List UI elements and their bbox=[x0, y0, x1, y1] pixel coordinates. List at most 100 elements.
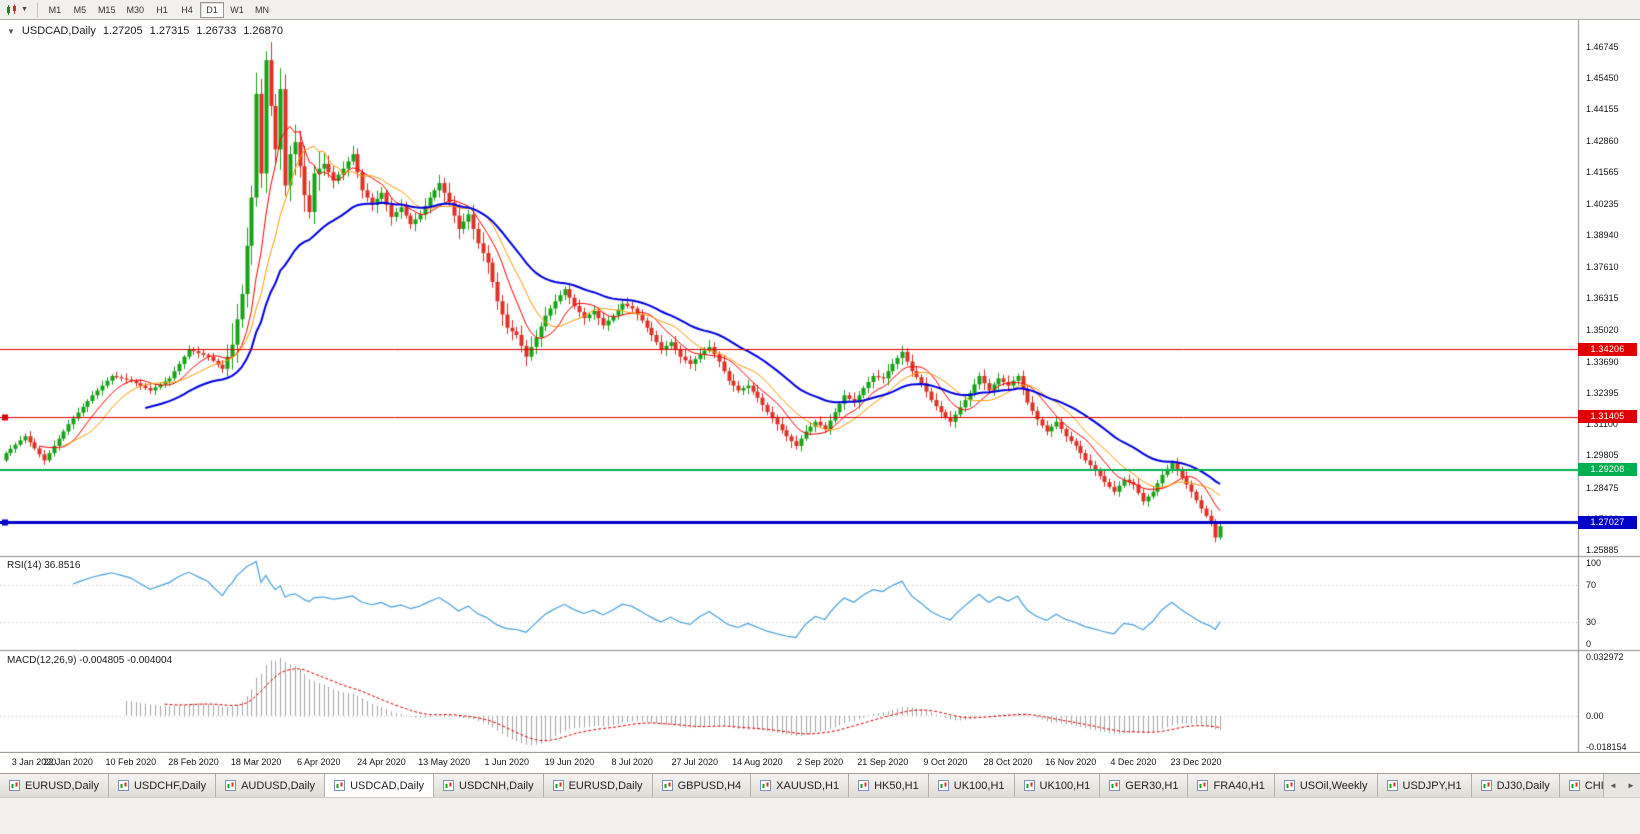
chart-tab-label: DJ30,Daily bbox=[1496, 779, 1550, 792]
price-axis[interactable]: 1.46745 1.45450 1.44155 1.42860 1.41565 1.402… bbox=[1581, 0, 1640, 753]
chart-tab-icon bbox=[1386, 780, 1398, 791]
status-strip bbox=[0, 797, 1640, 834]
chart-tab-label: EURUSD,Daily bbox=[25, 779, 99, 792]
collapse-arrow-icon[interactable]: ▼ bbox=[7, 26, 15, 36]
chart-tab-dj30-daily[interactable]: DJ30,Daily bbox=[1471, 774, 1560, 797]
rsi-axis-label: 100 bbox=[1586, 558, 1602, 568]
chart-tab-hk50-h1[interactable]: HK50,H1 bbox=[849, 774, 929, 797]
hline-price-badge: 1.31405 bbox=[1578, 410, 1637, 424]
timeframe-button-group: M1 M5 M15 M30 H1 H4 D1 W1 MN bbox=[43, 1, 274, 18]
chart-tab-eurusd-daily[interactable]: EURUSD,Daily bbox=[543, 774, 653, 797]
price-axis-label: 1.25885 bbox=[1586, 544, 1619, 555]
price-axis-label: 1.33690 bbox=[1586, 356, 1619, 367]
date-axis-label: 13 May 2020 bbox=[418, 757, 471, 767]
rsi-axis-label: 70 bbox=[1586, 579, 1597, 590]
macd-axis-label: 0.00 bbox=[1586, 710, 1604, 721]
date-axis-label: 22 Jan 2020 bbox=[43, 757, 93, 767]
chart-tab-label: UK100,H1 bbox=[1039, 779, 1091, 792]
timeframe-button-w1[interactable]: W1 bbox=[225, 2, 249, 18]
chart-tab-icon bbox=[1480, 780, 1492, 791]
chart-type-icon[interactable] bbox=[5, 4, 19, 16]
symbol-label: USDCAD,Daily bbox=[21, 25, 96, 37]
price-axis-label: 1.38940 bbox=[1586, 230, 1619, 241]
chart-tab-label: GBPUSD,H4 bbox=[677, 779, 742, 792]
date-axis-label: 10 Feb 2020 bbox=[105, 757, 157, 767]
ohlc-low: 1.26733 bbox=[196, 25, 237, 37]
date-axis-label: 19 Jun 2020 bbox=[544, 757, 595, 767]
chart-tab-gbpusd-h4[interactable]: GBPUSD,H4 bbox=[652, 774, 752, 797]
timeframe-button-h4[interactable]: H4 bbox=[175, 2, 199, 18]
tab-scroll-left-icon[interactable]: ◄ bbox=[1604, 774, 1622, 797]
chart-tab-icon bbox=[443, 780, 455, 791]
chart-tab-label: AUDUSD,Daily bbox=[241, 779, 316, 792]
hline-price-badge: 1.34206 bbox=[1578, 342, 1637, 356]
macd-axis-label: -0.018154 bbox=[1586, 742, 1627, 752]
timeframe-button-m30[interactable]: M30 bbox=[121, 2, 149, 18]
chart-tab-usdjpy-h1[interactable]: USDJPY,H1 bbox=[1377, 774, 1472, 797]
chart-tab-ger30-h1[interactable]: GER30,H1 bbox=[1100, 774, 1189, 797]
chart-tab-xauusd-h1[interactable]: XAUUSD,H1 bbox=[751, 774, 850, 797]
price-axis-label: 1.35020 bbox=[1586, 324, 1619, 335]
price-axis-label: 1.40235 bbox=[1586, 198, 1619, 209]
timeframe-button-m15[interactable]: M15 bbox=[93, 2, 121, 18]
timeframe-button-m1[interactable]: M1 bbox=[43, 2, 67, 18]
price-axis-label: 1.42860 bbox=[1586, 135, 1619, 146]
tab-scroll-right-icon[interactable]: ► bbox=[1622, 774, 1640, 797]
chart-tab-icon bbox=[1197, 780, 1209, 791]
ohlc-open: 1.27205 bbox=[102, 25, 143, 37]
chart-tab-usdchf-daily[interactable]: USDCHF,Daily bbox=[108, 774, 217, 797]
chart-tab-icon bbox=[858, 780, 870, 791]
chart-tabs: EURUSD,Daily USDCHF,Daily AUDUSD,Daily USDC… bbox=[0, 774, 1603, 797]
price-axis-label: 1.44155 bbox=[1586, 104, 1619, 115]
rsi-axis-label: 30 bbox=[1586, 617, 1597, 628]
price-axis-label: 1.29805 bbox=[1586, 450, 1619, 461]
date-axis-label: 3 Jan 2020 bbox=[11, 757, 57, 767]
macd-axis[interactable]: 0.032972 0.00 -0.018154 bbox=[1581, 0, 1640, 753]
chart-tab-usdcad-daily[interactable]: USDCAD,Daily bbox=[325, 774, 435, 797]
chart-ohlc-header: ▼ USDCAD,Daily 1.27205 1.27315 1.26733 1… bbox=[7, 25, 283, 37]
chart-tab-label: USDCHF,Daily bbox=[133, 779, 207, 792]
chart-tab-label: CHINA300,H1 bbox=[1584, 779, 1603, 792]
date-axis-label: 4 Dec 2020 bbox=[1110, 757, 1157, 767]
chart-tab-icon bbox=[1283, 780, 1295, 791]
timeframe-button-m5[interactable]: M5 bbox=[68, 2, 92, 18]
timeframe-button-mn[interactable]: MN bbox=[250, 2, 274, 18]
chart-tab-icon bbox=[552, 780, 564, 791]
chart-tab-icon bbox=[334, 780, 346, 791]
chart-tab-label: XAUUSD,H1 bbox=[776, 779, 840, 792]
price-axis-label: 1.31100 bbox=[1586, 419, 1618, 430]
timeframe-button-d1[interactable]: D1 bbox=[199, 1, 224, 18]
chart-tab-eurusd-daily[interactable]: EURUSD,Daily bbox=[0, 774, 109, 797]
price-axis-label: 1.36315 bbox=[1586, 293, 1619, 304]
chart-tab-usoil-weekly[interactable]: USOil,Weekly bbox=[1274, 774, 1378, 797]
date-axis-label: 24 Apr 2020 bbox=[357, 757, 406, 767]
chart-tab-uk100-h1[interactable]: UK100,H1 bbox=[1014, 774, 1101, 797]
rsi-axis[interactable]: 100 70 30 0 bbox=[1581, 0, 1640, 753]
date-axis-label: 28 Feb 2020 bbox=[168, 757, 219, 767]
price-axis-label: 1.46745 bbox=[1586, 42, 1619, 52]
macd-pane-title: MACD(12,26,9) -0.004805 -0.004004 bbox=[7, 655, 173, 666]
chart-tab-usdcnh-daily[interactable]: USDCNH,Daily bbox=[434, 774, 544, 797]
chart-tab-label: GER30,H1 bbox=[1125, 779, 1179, 792]
ohlc-close: 1.26870 bbox=[243, 25, 283, 37]
chart-tab-label: USDCAD,Daily bbox=[350, 779, 425, 792]
price-chart-canvas[interactable] bbox=[0, 0, 1640, 753]
tab-scroll-arrows: ◄ ► bbox=[1603, 774, 1640, 797]
chart-tab-icon bbox=[661, 780, 673, 791]
chart-tab-fra40-h1[interactable]: FRA40,H1 bbox=[1188, 774, 1275, 797]
chart-tab-audusd-daily[interactable]: AUDUSD,Daily bbox=[216, 774, 326, 797]
date-axis-label: 1 Jun 2020 bbox=[484, 757, 530, 767]
chart-tab-china300-h1[interactable]: CHINA300,H1 bbox=[1559, 774, 1603, 797]
chart-tab-label: USDJPY,H1 bbox=[1402, 779, 1462, 792]
date-axis-label: 14 Aug 2020 bbox=[732, 757, 783, 767]
chart-tab-uk100-h1[interactable]: UK100,H1 bbox=[928, 774, 1015, 797]
chart-type-dropdown-icon[interactable]: ▼ bbox=[21, 6, 28, 13]
chart-tab-icon bbox=[1109, 780, 1121, 791]
chart-tab-label: USOil,Weekly bbox=[1299, 779, 1368, 792]
macd-axis-label: 0.032972 bbox=[1586, 652, 1624, 662]
chart-tab-icon bbox=[1023, 780, 1035, 791]
date-axis-label: 23 Dec 2020 bbox=[1170, 757, 1222, 767]
timeframe-button-h1[interactable]: H1 bbox=[150, 2, 174, 18]
hline-price-badge: 1.29208 bbox=[1578, 463, 1637, 477]
rsi-pane-title: RSI(14) 36.8516 bbox=[7, 560, 81, 571]
